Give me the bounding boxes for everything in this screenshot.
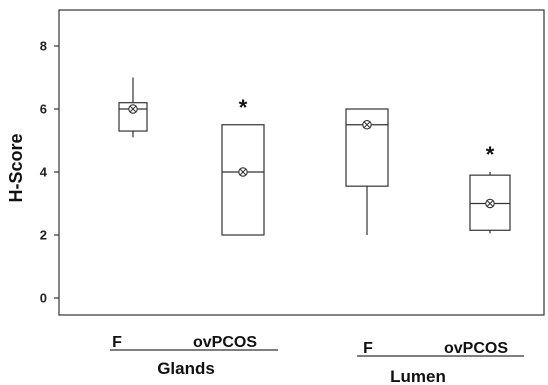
group-label: Glands: [157, 359, 215, 378]
x-category-label: ovPCOS: [193, 334, 257, 351]
y-axis-label: H-Score: [6, 133, 26, 202]
y-tick-label: 8: [40, 39, 47, 54]
y-axis: 0 2 4 6 8: [40, 39, 59, 306]
box-glands-f: [118, 77, 148, 138]
x-category-label: F: [363, 340, 373, 357]
x-category-label: ovPCOS: [444, 340, 508, 357]
box-lumen-ovpcos: *: [469, 142, 511, 234]
iqr-box: [221, 124, 265, 236]
significance-star: *: [239, 95, 248, 120]
iqr-box: [118, 102, 148, 132]
mean-marker-cross-b: [129, 105, 137, 113]
boxes: **: [118, 77, 511, 236]
plot-frame: [58, 9, 545, 316]
box-lumen-f: [345, 108, 389, 235]
y-tick-label: 6: [40, 102, 47, 117]
mean-marker-cross-b: [486, 200, 494, 207]
mean-marker-cross-b: [363, 121, 371, 129]
box-glands-ovpcos: *: [221, 95, 265, 236]
group-label: Lumen: [390, 367, 446, 385]
x-category-label: F: [112, 334, 122, 351]
iqr-box: [469, 174, 511, 231]
y-tick-label: 2: [40, 228, 47, 243]
y-tick-label: 0: [40, 291, 47, 306]
y-tick-label: 4: [40, 165, 48, 180]
significance-star: *: [486, 142, 495, 167]
mean-marker-cross-b: [239, 168, 247, 176]
iqr-box: [345, 108, 389, 187]
